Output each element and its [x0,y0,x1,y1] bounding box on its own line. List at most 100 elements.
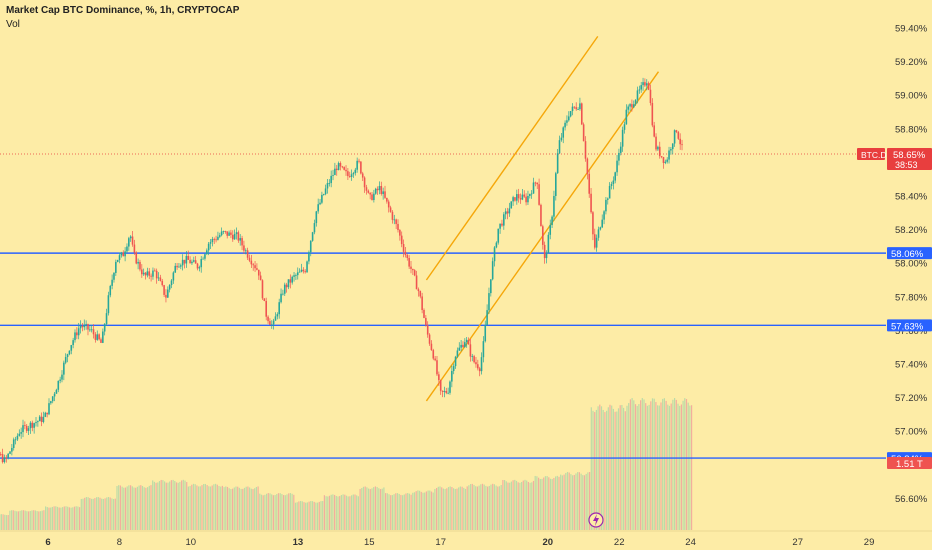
candle-body[interactable] [404,251,407,256]
candle-body[interactable] [178,266,180,268]
candle-body[interactable] [231,234,234,240]
candle-body[interactable] [192,260,195,262]
candle-body[interactable] [647,83,650,90]
candle-body[interactable] [209,242,212,244]
candle-body[interactable] [350,174,353,177]
candle-body[interactable] [259,275,262,281]
candle-body[interactable] [296,272,299,276]
candle-body[interactable] [567,116,570,121]
candle-body[interactable] [634,99,637,105]
candle-body[interactable] [352,173,355,175]
candle-body[interactable] [272,320,275,325]
candle-body[interactable] [592,212,594,235]
candle-body[interactable] [285,284,288,288]
candle-body[interactable] [61,374,63,380]
candle-body[interactable] [597,229,600,238]
candle-body[interactable] [27,428,30,431]
candle-body[interactable] [330,175,332,183]
candle-body[interactable] [120,252,123,256]
candle-body[interactable] [464,342,466,348]
candle-body[interactable] [376,188,379,191]
candle-body[interactable] [584,141,587,159]
candle-body[interactable] [438,374,440,381]
candle-body[interactable] [311,232,314,241]
candle-body[interactable] [20,432,22,434]
candle-body[interactable] [374,188,377,194]
candle-body[interactable] [174,265,177,273]
candle-body[interactable] [309,240,312,253]
candle-body[interactable] [671,143,674,150]
candle-body[interactable] [571,106,574,112]
candle-body[interactable] [76,332,78,336]
candle-body[interactable] [395,219,397,224]
candle-body[interactable] [185,255,188,264]
candle-body[interactable] [282,293,284,295]
candle-body[interactable] [315,211,318,224]
candle-body[interactable] [105,313,108,325]
candle-body[interactable] [536,182,539,185]
candle-body[interactable] [588,173,591,194]
candle-body[interactable] [85,324,87,325]
candle-body[interactable] [129,236,132,239]
candle-body[interactable] [228,232,230,236]
candle-body[interactable] [360,161,362,174]
candle-body[interactable] [425,317,427,326]
candle-body[interactable] [367,190,370,193]
candle-body[interactable] [168,285,171,290]
candle-body[interactable] [131,236,134,245]
candle-body[interactable] [675,130,678,132]
candle-body[interactable] [631,104,633,108]
candle-body[interactable] [638,89,641,91]
candle-body[interactable] [653,125,655,137]
candle-body[interactable] [211,238,214,243]
candle-body[interactable] [670,149,672,151]
candle-body[interactable] [677,131,680,139]
candle-body[interactable] [382,191,384,195]
candle-body[interactable] [384,191,386,198]
candle-body[interactable] [657,146,659,150]
candle-body[interactable] [454,356,457,367]
candle-body[interactable] [287,279,290,288]
candle-body[interactable] [519,198,522,200]
candle-body[interactable] [616,160,618,173]
candle-body[interactable] [107,295,110,314]
candle-body[interactable] [102,331,104,343]
candle-body[interactable] [157,277,160,279]
candle-body[interactable] [348,176,351,177]
candle-body[interactable] [256,268,258,270]
candle-body[interactable] [465,339,468,343]
candle-body[interactable] [595,237,598,248]
candle-body[interactable] [72,340,74,346]
candle-body[interactable] [83,324,86,328]
candle-body[interactable] [135,252,138,264]
candle-body[interactable] [399,230,401,236]
candle-body[interactable] [68,350,71,355]
candle-body[interactable] [263,298,266,302]
candle-body[interactable] [222,231,225,232]
price-axis[interactable]: 59.40%59.20%59.00%58.80%58.60%58.40%58.2… [895,24,928,505]
candle-body[interactable] [417,289,420,292]
candle-body[interactable] [658,146,661,157]
candle-body[interactable] [380,186,383,195]
candle-body[interactable] [233,234,236,240]
candle-body[interactable] [378,186,381,191]
candle-body[interactable] [608,185,611,199]
candle-body[interactable] [319,202,321,205]
candle-body[interactable] [426,325,429,335]
candle-body[interactable] [126,246,128,252]
candle-body[interactable] [250,260,253,265]
candle-body[interactable] [98,334,100,340]
candle-body[interactable] [244,250,247,252]
candle-body[interactable] [237,232,240,241]
candle-body[interactable] [100,339,102,343]
candle-body[interactable] [512,197,514,202]
candle-body[interactable] [302,269,305,272]
candle-body[interactable] [549,224,552,235]
candle-body[interactable] [124,251,126,257]
candle-body[interactable] [22,425,24,433]
candle-body[interactable] [580,103,583,125]
candle-body[interactable] [554,173,557,196]
candle-body[interactable] [651,103,654,126]
candle-body[interactable] [187,255,190,260]
candle-body[interactable] [532,182,535,194]
